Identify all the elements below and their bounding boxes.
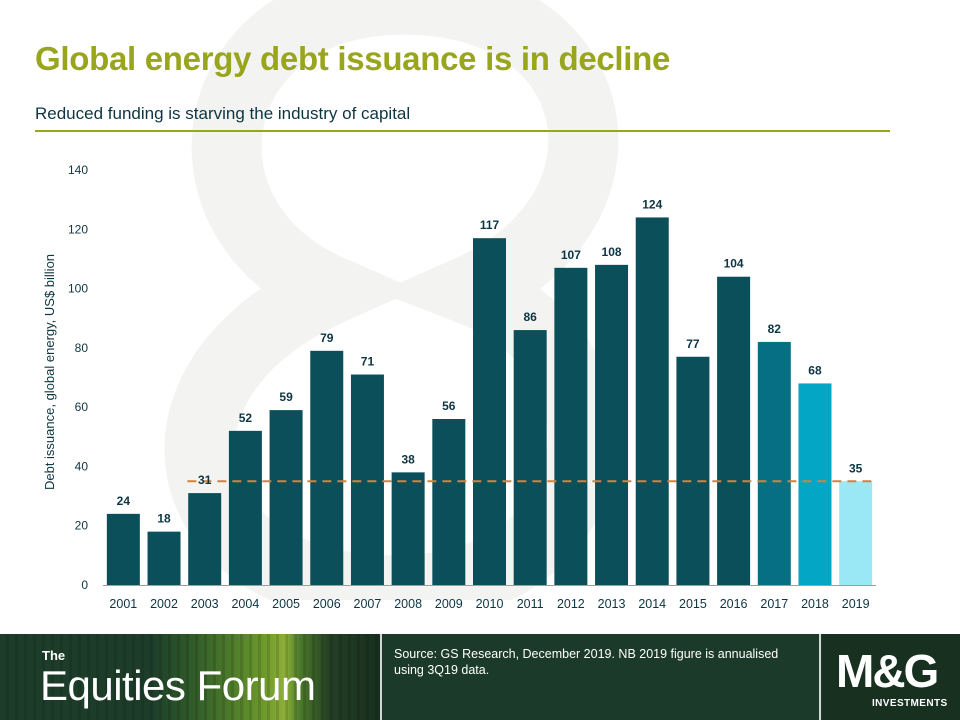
bar [269, 410, 303, 585]
footer-divider [819, 634, 821, 720]
y-tick-label: 80 [75, 341, 89, 355]
y-tick-label: 60 [75, 400, 89, 414]
equities-forum-brand: The Equities Forum [0, 634, 380, 720]
mg-logo: M&G INVESTMENTS [822, 634, 960, 720]
x-tick-label: 2007 [354, 597, 382, 611]
x-tick-label: 2004 [231, 597, 259, 611]
y-axis: 0 20 40 60 80 100 120 140 [68, 163, 88, 592]
bar [595, 264, 629, 585]
bar-value-label: 104 [724, 257, 744, 271]
bar-value-label: 124 [642, 197, 662, 211]
bar [676, 356, 710, 585]
bar [391, 472, 425, 585]
x-tick-label: 2011 [517, 597, 544, 611]
x-tick-label: 2015 [679, 597, 707, 611]
bar-value-label: 108 [602, 245, 622, 259]
bar [635, 217, 669, 585]
bar-value-label: 38 [401, 452, 415, 466]
bar [717, 276, 751, 585]
bar-value-label: 52 [239, 411, 253, 425]
bar-value-label: 71 [361, 355, 375, 369]
bar [839, 481, 873, 585]
bar-value-label: 77 [686, 337, 700, 351]
bar-value-label: 24 [117, 494, 131, 508]
bar [513, 330, 547, 585]
bar-value-label: 79 [320, 331, 334, 345]
bar-value-label: 117 [480, 218, 500, 232]
x-tick-label: 2016 [720, 597, 748, 611]
source-note: Source: GS Research, December 2019. NB 2… [394, 647, 779, 677]
title-rule [35, 130, 890, 132]
bar [554, 267, 588, 585]
logo-subtext: INVESTMENTS [872, 698, 948, 709]
bar-value-label: 59 [279, 390, 293, 404]
bar [188, 493, 222, 585]
y-tick-label: 40 [75, 459, 89, 473]
bar [310, 350, 344, 585]
bar-value-label: 31 [198, 473, 212, 487]
bar-value-label: 68 [808, 363, 822, 377]
bar [106, 513, 140, 585]
y-axis-label: Debt issuance, global energy, US$ billio… [42, 254, 57, 490]
x-tick-label: 2009 [435, 597, 463, 611]
data-labels: 24 18 31 52 59 79 71 38 56 117 86 107 108 124 77 104 82 6… [117, 197, 863, 525]
bar [228, 430, 262, 585]
x-tick-label: 2005 [272, 597, 300, 611]
bar [798, 383, 832, 585]
bar [757, 341, 791, 585]
bar-value-label: 86 [524, 310, 538, 324]
x-tick-label: 2003 [191, 597, 219, 611]
footer-divider [380, 634, 382, 720]
y-tick-label: 100 [68, 282, 88, 296]
bar-value-label: 35 [849, 461, 863, 475]
bar [350, 374, 384, 585]
footer-bar: The Equities Forum Source: GS Research, … [0, 634, 960, 720]
x-tick-label: 2008 [394, 597, 422, 611]
x-axis: 2001 2002 2003 2004 2005 2006 2007 2008 2009 2010… [109, 597, 869, 611]
x-tick-label: 2017 [760, 597, 788, 611]
brand-name: Equities Forum [40, 662, 316, 709]
y-tick-label: 120 [68, 222, 88, 236]
y-tick-label: 20 [75, 519, 89, 533]
bar-chart: 0 20 40 60 80 100 120 140 Debt issuance, global… [42, 163, 876, 611]
brand-prefix: The [42, 648, 66, 663]
x-tick-label: 2010 [476, 597, 504, 611]
bar-value-label: 82 [768, 322, 782, 336]
bar [147, 531, 181, 585]
page-subtitle: Reduced funding is starving the industry… [35, 104, 411, 123]
logo-text: M&G [836, 645, 939, 697]
bar-series [106, 217, 873, 585]
y-tick-label: 140 [68, 163, 88, 177]
bar-value-label: 56 [442, 399, 456, 413]
bar-value-label: 18 [157, 512, 171, 526]
x-tick-label: 2018 [801, 597, 829, 611]
x-tick-label: 2014 [638, 597, 666, 611]
page-title: Global energy debt issuance is in declin… [35, 40, 671, 77]
x-tick-label: 2019 [842, 597, 870, 611]
x-tick-label: 2001 [109, 597, 137, 611]
y-tick-label: 0 [81, 578, 88, 592]
bar [473, 238, 506, 585]
bar-value-label: 107 [561, 248, 581, 262]
bar [432, 419, 466, 585]
x-tick-label: 2002 [150, 597, 178, 611]
x-tick-label: 2012 [557, 597, 585, 611]
x-tick-label: 2006 [313, 597, 341, 611]
x-tick-label: 2013 [598, 597, 626, 611]
